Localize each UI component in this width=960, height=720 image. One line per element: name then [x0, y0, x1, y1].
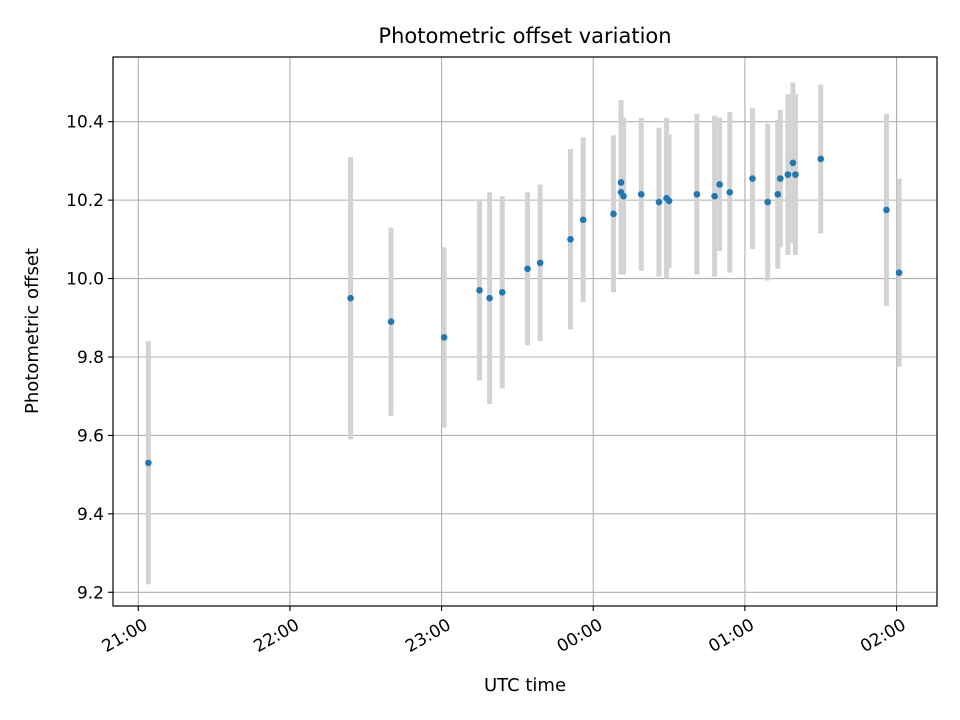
data-point	[665, 197, 673, 205]
chart-title: Photometric offset variation	[378, 24, 671, 48]
data-point	[764, 198, 771, 206]
data-point	[536, 259, 544, 267]
data-point	[579, 216, 587, 224]
data-point	[617, 179, 625, 186]
data-point	[347, 294, 354, 302]
data-point	[655, 198, 663, 206]
data-point	[387, 318, 395, 325]
data-point	[145, 459, 152, 467]
y-tick-label: 10.2	[66, 191, 104, 211]
data-point	[817, 155, 825, 163]
y-axis-label: Photometric offset	[22, 248, 43, 414]
data-point	[620, 192, 627, 200]
data-point	[776, 175, 784, 182]
data-point	[895, 269, 903, 276]
data-point	[749, 175, 756, 182]
data-points	[145, 155, 903, 467]
data-point	[726, 188, 734, 196]
y-tick-label: 9.8	[77, 348, 104, 368]
data-point	[440, 334, 448, 341]
data-point	[524, 265, 531, 273]
y-tick-label: 10.4	[66, 113, 104, 133]
data-point	[693, 190, 701, 198]
data-point	[789, 159, 797, 167]
data-point	[610, 210, 617, 218]
data-point	[637, 190, 645, 198]
y-tick-label: 9.4	[77, 505, 104, 525]
data-point	[784, 171, 792, 178]
data-point	[476, 287, 483, 294]
y-tick-label: 9.2	[77, 583, 104, 603]
plot-area-frame	[112, 56, 938, 607]
data-point	[774, 190, 782, 198]
data-point	[716, 181, 723, 188]
y-tick-label: 10.0	[66, 270, 104, 290]
x-axis-label: UTC time	[484, 675, 566, 696]
data-point	[567, 236, 574, 243]
grid-lines	[113, 57, 937, 606]
data-point	[498, 288, 506, 296]
data-point	[883, 206, 890, 214]
data-point	[486, 294, 493, 302]
y-tick-label: 9.6	[77, 426, 104, 446]
data-point	[711, 192, 718, 200]
data-point	[792, 171, 799, 178]
